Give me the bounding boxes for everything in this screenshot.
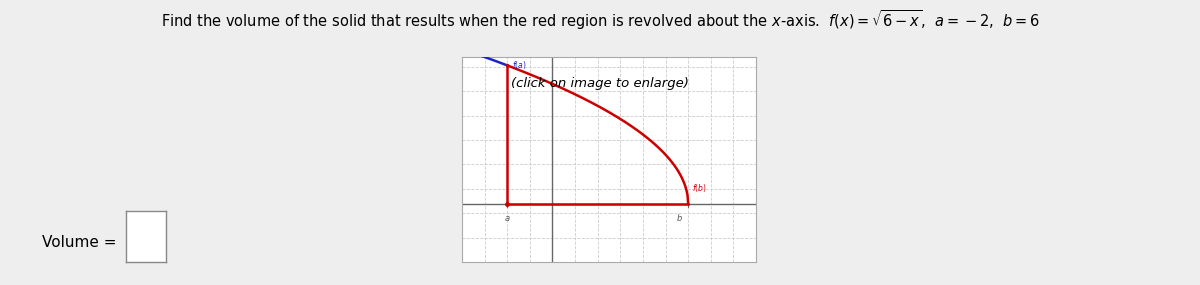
Text: Volume =: Volume = <box>42 235 116 250</box>
Text: $a$: $a$ <box>504 214 510 223</box>
Text: $f(b)$: $f(b)$ <box>691 182 707 194</box>
Text: (click on image to enlarge): (click on image to enlarge) <box>511 77 689 90</box>
Text: $f(a)$: $f(a)$ <box>511 59 527 71</box>
Text: Find the volume of the solid that results when the red region is revolved about : Find the volume of the solid that result… <box>161 9 1039 32</box>
Text: $b$: $b$ <box>676 212 683 223</box>
